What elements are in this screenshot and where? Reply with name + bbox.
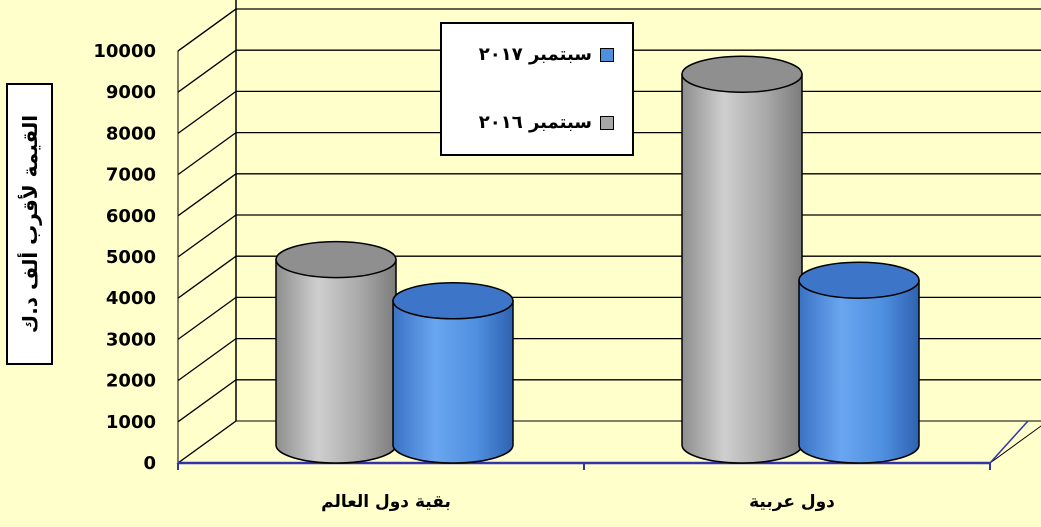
floor-edge: [989, 420, 1029, 464]
bar-body: [275, 258, 397, 464]
bar-body: [681, 73, 803, 464]
legend: سبتمبر ٢٠١٧ سبتمبر ٢٠١٦: [440, 22, 634, 156]
y-tick-label: 9000: [106, 82, 156, 103]
gridline-side: [177, 214, 237, 258]
bar-sep2017-1: [798, 261, 920, 464]
gridline-side: [177, 49, 237, 93]
y-tick-label: 2000: [106, 371, 156, 392]
gridline-side: [177, 8, 237, 52]
legend-swatch: [600, 47, 614, 62]
y-tick-label: 4000: [106, 288, 156, 309]
y-ticks: 0 1000 2000 3000 4000 5000 6000 7000 8000 9000 100…: [93, 41, 156, 474]
x-axis: [177, 461, 991, 470]
bar-top: [275, 240, 397, 279]
gridline-side: [177, 255, 237, 299]
bar-sep2017-0: [392, 282, 514, 464]
y-tick-label: 7000: [106, 165, 156, 186]
bar-body: [392, 300, 514, 464]
y-tick-label: 8000: [106, 123, 156, 144]
y-tick-label: 0: [143, 453, 156, 474]
bar-top: [392, 282, 514, 320]
y-tick-label: 5000: [106, 247, 156, 268]
gridline-side: [177, 132, 237, 176]
gridline-side: [177, 420, 237, 464]
legend-item-2016: سبتمبر ٢٠١٦: [479, 112, 614, 133]
y-tick-label: 3000: [106, 329, 156, 350]
bars: [275, 55, 920, 464]
gridline-side: [177, 173, 237, 217]
gridline-side: [177, 90, 237, 134]
x-tick-label: بقية دول العالم: [321, 492, 451, 512]
y-axis-label: القيمة لأقرب ألف د.ك: [17, 114, 42, 334]
bar-top: [681, 55, 803, 93]
y-axis-label-box: القيمة لأقرب ألف د.ك: [6, 83, 53, 365]
legend-label: سبتمبر ٢٠١٦: [478, 112, 592, 133]
legend-swatch: [600, 115, 614, 130]
gridline-side: [177, 296, 237, 340]
y-tick-label: 6000: [106, 206, 156, 227]
legend-item-2017: سبتمبر ٢٠١٧: [479, 44, 614, 65]
gridline-side: [177, 379, 237, 423]
y-tick-label: 10000: [93, 41, 156, 62]
x-tick-label: دول عربية: [749, 492, 835, 512]
y-tick-label: 1000: [106, 412, 156, 433]
bar-top: [798, 261, 920, 299]
gridline-side: [177, 338, 237, 382]
bar-body: [798, 279, 920, 464]
bar-sep2016-1: [681, 55, 803, 464]
bar-sep2016-0: [275, 240, 397, 464]
legend-label: سبتمبر ٢٠١٧: [478, 44, 592, 65]
